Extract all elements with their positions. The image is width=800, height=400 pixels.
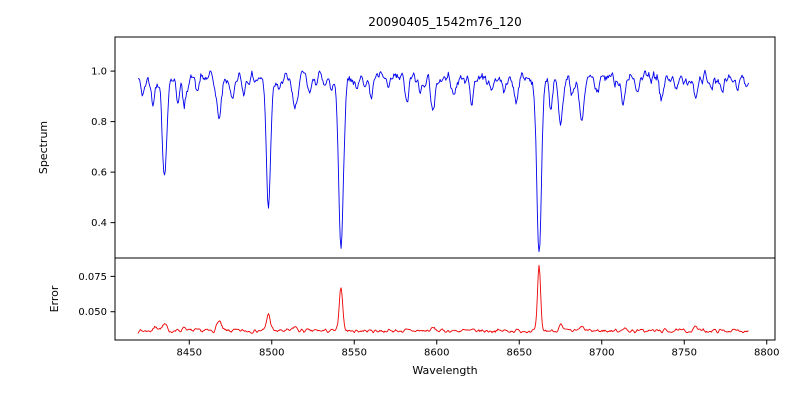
- y-tick-label: 0.6: [91, 168, 107, 179]
- spectrum-panel-border: [114, 36, 776, 259]
- y-axis-label-spectrum: Spectrum: [37, 121, 50, 174]
- x-tick-label: 8750: [672, 348, 697, 359]
- y-tick-label: 0.4: [91, 218, 107, 229]
- x-tick-label: 8800: [754, 348, 779, 359]
- chart-title: 20090405_1542m76_120: [368, 15, 521, 29]
- y-tick-label: 0.075: [78, 272, 107, 283]
- error-line: [137, 264, 749, 334]
- x-tick-label: 8650: [507, 348, 532, 359]
- y-tick-label: 0.050: [78, 307, 107, 318]
- y-axis-label-error: Error: [48, 285, 61, 312]
- spectrum-line: [137, 69, 750, 253]
- y-tick-label: 0.8: [91, 117, 107, 128]
- x-tick-label: 8700: [589, 348, 614, 359]
- x-tick-label: 8600: [424, 348, 449, 359]
- error-panel-border: [114, 257, 776, 341]
- x-tick-label: 8500: [259, 348, 284, 359]
- y-tick-label: 1.0: [91, 67, 107, 78]
- x-tick-label: 8550: [342, 348, 367, 359]
- x-axis-label: Wavelength: [412, 364, 477, 377]
- x-tick-label: 8450: [177, 348, 202, 359]
